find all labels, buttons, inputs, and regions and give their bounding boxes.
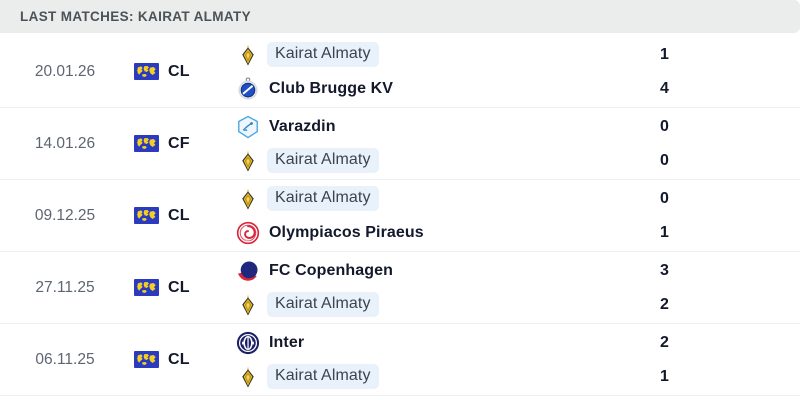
score-away: 2 (660, 295, 669, 313)
teams-cell: Kairat Almaty Olympiacos Piraeus (225, 180, 620, 251)
team-line-home: FC Copenhagen (235, 258, 620, 284)
olympiacos-badge-icon (235, 220, 261, 246)
match-date: 09.12.25 (34, 206, 96, 224)
team-line-away: Kairat Almaty (235, 364, 620, 390)
match-list: 20.01.26 CL Kairat Almaty Club Brugge KV 1 4 1… (0, 36, 800, 396)
team-line-away: Club Brugge KV (235, 76, 620, 102)
team-line-away: Olympiacos Piraeus (235, 220, 620, 246)
score-away: 1 (660, 223, 669, 241)
teams-cell: FC Copenhagen Kairat Almaty (225, 252, 620, 323)
competition-code: CF (168, 134, 190, 152)
team-line-home: Kairat Almaty (235, 42, 620, 68)
competition-cell[interactable]: CL (130, 324, 225, 395)
team-name-home: Kairat Almaty (267, 186, 379, 211)
varazdin-badge-icon (235, 114, 261, 140)
competition-code: CL (168, 206, 190, 224)
competition-code: CL (168, 350, 190, 368)
score-home: 3 (660, 261, 669, 279)
competition-code: CL (168, 278, 190, 296)
kairat-almaty-badge-icon (235, 292, 261, 318)
team-name-away: Kairat Almaty (267, 364, 379, 389)
teams-cell: Varazdin Kairat Almaty (225, 108, 620, 179)
teams-cell: Inter Kairat Almaty (225, 324, 620, 395)
page-title: LAST MATCHES: KAIRAT ALMATY (20, 9, 251, 24)
match-row[interactable]: 20.01.26 CL Kairat Almaty Club Brugge KV 1 4 (0, 36, 800, 108)
fc-copenhagen-badge-icon (235, 258, 261, 284)
score-away: 4 (660, 79, 669, 97)
score-home: 0 (660, 117, 669, 135)
team-name-home: Kairat Almaty (267, 42, 379, 67)
team-name-away: Kairat Almaty (267, 292, 379, 317)
team-name-home: FC Copenhagen (269, 261, 393, 279)
kairat-almaty-badge-icon (235, 42, 261, 68)
competition-cell[interactable]: CL (130, 180, 225, 251)
kairat-almaty-badge-icon (235, 364, 261, 390)
uefa-flag-icon (134, 63, 159, 80)
competition-code: CL (168, 62, 190, 80)
kairat-almaty-badge-icon (235, 148, 261, 174)
competition-cell[interactable]: CL (130, 36, 225, 107)
team-line-home: Kairat Almaty (235, 186, 620, 212)
match-date: 06.11.25 (35, 350, 95, 368)
teams-cell: Kairat Almaty Club Brugge KV (225, 36, 620, 107)
club-brugge-badge-icon (235, 76, 261, 102)
team-name-home: Inter (269, 333, 305, 351)
score-away: 0 (660, 151, 669, 169)
team-line-home: Inter (235, 330, 620, 356)
panel-header: LAST MATCHES: KAIRAT ALMATY (0, 0, 800, 33)
kairat-almaty-badge-icon (235, 186, 261, 212)
score-home: 2 (660, 333, 669, 351)
match-row[interactable]: 09.12.25 CL Kairat Almaty Olympiacos Piraeu… (0, 180, 800, 252)
uefa-flag-icon (134, 135, 159, 152)
match-date: 20.01.26 (34, 62, 96, 80)
match-date: 14.01.26 (34, 134, 96, 152)
competition-cell[interactable]: CF (130, 108, 225, 179)
uefa-flag-icon (134, 207, 159, 224)
competition-cell[interactable]: CL (130, 252, 225, 323)
team-line-away: Kairat Almaty (235, 292, 620, 318)
match-row[interactable]: 06.11.25 CL Inter Kairat Almaty 2 1 (0, 324, 800, 396)
team-name-away: Kairat Almaty (267, 148, 379, 173)
team-name-away: Olympiacos Piraeus (269, 223, 424, 241)
team-line-home: Varazdin (235, 114, 620, 140)
uefa-flag-icon (134, 351, 159, 368)
team-name-away: Club Brugge KV (269, 79, 394, 97)
team-name-home: Varazdin (269, 117, 336, 135)
score-home: 0 (660, 189, 669, 207)
score-away: 1 (660, 367, 669, 385)
match-row[interactable]: 14.01.26 CF Varazdin Kairat Almaty 0 0 (0, 108, 800, 180)
uefa-flag-icon (134, 279, 159, 296)
team-line-away: Kairat Almaty (235, 148, 620, 174)
match-date: 27.11.25 (35, 278, 95, 296)
match-row[interactable]: 27.11.25 CL FC Copenhagen Kairat Almaty 3 2 (0, 252, 800, 324)
inter-badge-icon (235, 330, 261, 356)
score-home: 1 (660, 45, 669, 63)
